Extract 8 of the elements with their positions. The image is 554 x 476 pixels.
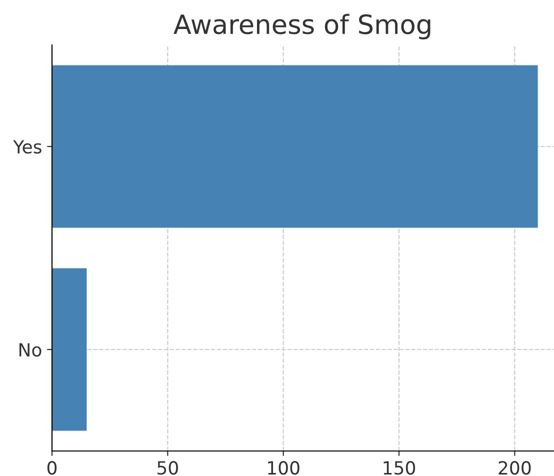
x-tick-label: 100 xyxy=(268,461,300,475)
y-tick-label: No xyxy=(19,343,42,357)
y-tick-label: Yes xyxy=(13,140,42,154)
x-tick-label: 50 xyxy=(158,461,178,475)
x-tick-label: 0 xyxy=(47,461,57,475)
x-tick-label: 200 xyxy=(498,461,531,475)
x-tick-label: 150 xyxy=(384,461,416,475)
chart-title: Awareness of Smog xyxy=(174,14,430,40)
